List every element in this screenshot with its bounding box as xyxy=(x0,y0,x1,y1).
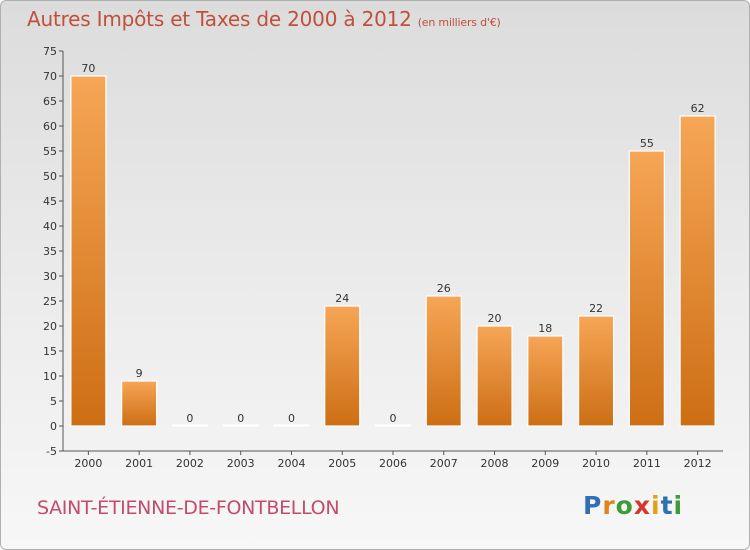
data-label: 0 xyxy=(390,412,397,425)
location-name: SAINT-ÉTIENNE-DE-FONTBELLON xyxy=(37,497,340,519)
data-label: 9 xyxy=(136,367,143,380)
data-labels: 70 9 0 0 0 24 0 26 20 18 22 55 62 xyxy=(81,62,704,425)
x-tick-label: 2000 xyxy=(74,457,102,470)
x-tick-label: 2007 xyxy=(430,457,458,470)
chart-title-text: Autres Impôts et Taxes de 2000 à 2012 xyxy=(27,7,412,31)
x-tick-label: 2001 xyxy=(125,457,153,470)
logo-letter: r xyxy=(602,491,616,520)
chart-title: Autres Impôts et Taxes de 2000 à 2012 (en… xyxy=(27,7,501,31)
y-tick-label: 30 xyxy=(43,270,57,283)
data-label: 24 xyxy=(335,292,349,305)
x-tick-label: 2008 xyxy=(481,457,509,470)
data-label: 0 xyxy=(288,412,295,425)
data-label: 22 xyxy=(589,302,603,315)
x-tick-label: 2011 xyxy=(633,457,661,470)
y-tick-label: 70 xyxy=(43,70,57,83)
x-tick-label: 2002 xyxy=(176,457,204,470)
bar-2009 xyxy=(527,335,564,427)
x-tick-label: 2004 xyxy=(277,457,305,470)
x-tick-label: 2009 xyxy=(531,457,559,470)
data-label: 62 xyxy=(691,102,705,115)
x-tick-label: 2006 xyxy=(379,457,407,470)
x-tick-label: 2005 xyxy=(328,457,356,470)
bar-2002 xyxy=(171,424,209,427)
bar-2010 xyxy=(577,315,615,427)
y-tick-label: 0 xyxy=(50,420,57,433)
y-tick-label: -5 xyxy=(46,445,57,458)
y-tick-label: 5 xyxy=(50,395,57,408)
data-label: 26 xyxy=(437,282,451,295)
y-tick-label: 65 xyxy=(43,95,57,108)
logo-letter: P xyxy=(583,491,603,520)
logo-letter: o xyxy=(615,491,634,520)
bar-2003 xyxy=(222,424,259,427)
data-label: 0 xyxy=(237,412,244,425)
y-tick-label: 55 xyxy=(43,145,57,158)
logo-letter: i xyxy=(673,491,684,520)
bar-2006 xyxy=(374,424,412,427)
bar-2008 xyxy=(476,325,513,427)
bar-2000 xyxy=(70,75,107,427)
y-tick-label: 20 xyxy=(43,320,57,333)
x-tick-label: 2003 xyxy=(227,457,255,470)
chart-title-unit: (en milliers d'€) xyxy=(417,16,501,29)
x-tick-label: 2012 xyxy=(684,457,712,470)
bar-2012 xyxy=(679,115,716,427)
y-tick-label: 50 xyxy=(43,170,57,183)
y-tick-label: 10 xyxy=(43,370,57,383)
bars xyxy=(70,75,716,427)
bar-2004 xyxy=(273,424,310,427)
data-label: 20 xyxy=(488,312,502,325)
bar-2001 xyxy=(121,380,158,427)
y-tick-label: 35 xyxy=(43,245,57,258)
y-tick-label: 60 xyxy=(43,120,57,133)
y-tick-label: 25 xyxy=(43,295,57,308)
bar-2005 xyxy=(324,305,361,427)
y-tick-label: 15 xyxy=(43,345,57,358)
data-label: 0 xyxy=(186,412,193,425)
logo-letter: i xyxy=(651,491,661,520)
y-tick-label: 75 xyxy=(43,45,57,58)
x-tick-label: 2010 xyxy=(582,457,610,470)
proxiti-logo: Proxiti xyxy=(583,491,683,520)
logo-letter: t xyxy=(660,491,674,520)
data-label: 55 xyxy=(640,137,654,150)
logo-letter: x xyxy=(633,491,651,520)
y-tick-label: 40 xyxy=(43,220,57,233)
bar-2011 xyxy=(628,150,665,427)
bar-2007 xyxy=(425,295,462,427)
data-label: 70 xyxy=(81,62,95,75)
data-label: 18 xyxy=(538,322,552,335)
y-tick-label: 45 xyxy=(43,195,57,208)
